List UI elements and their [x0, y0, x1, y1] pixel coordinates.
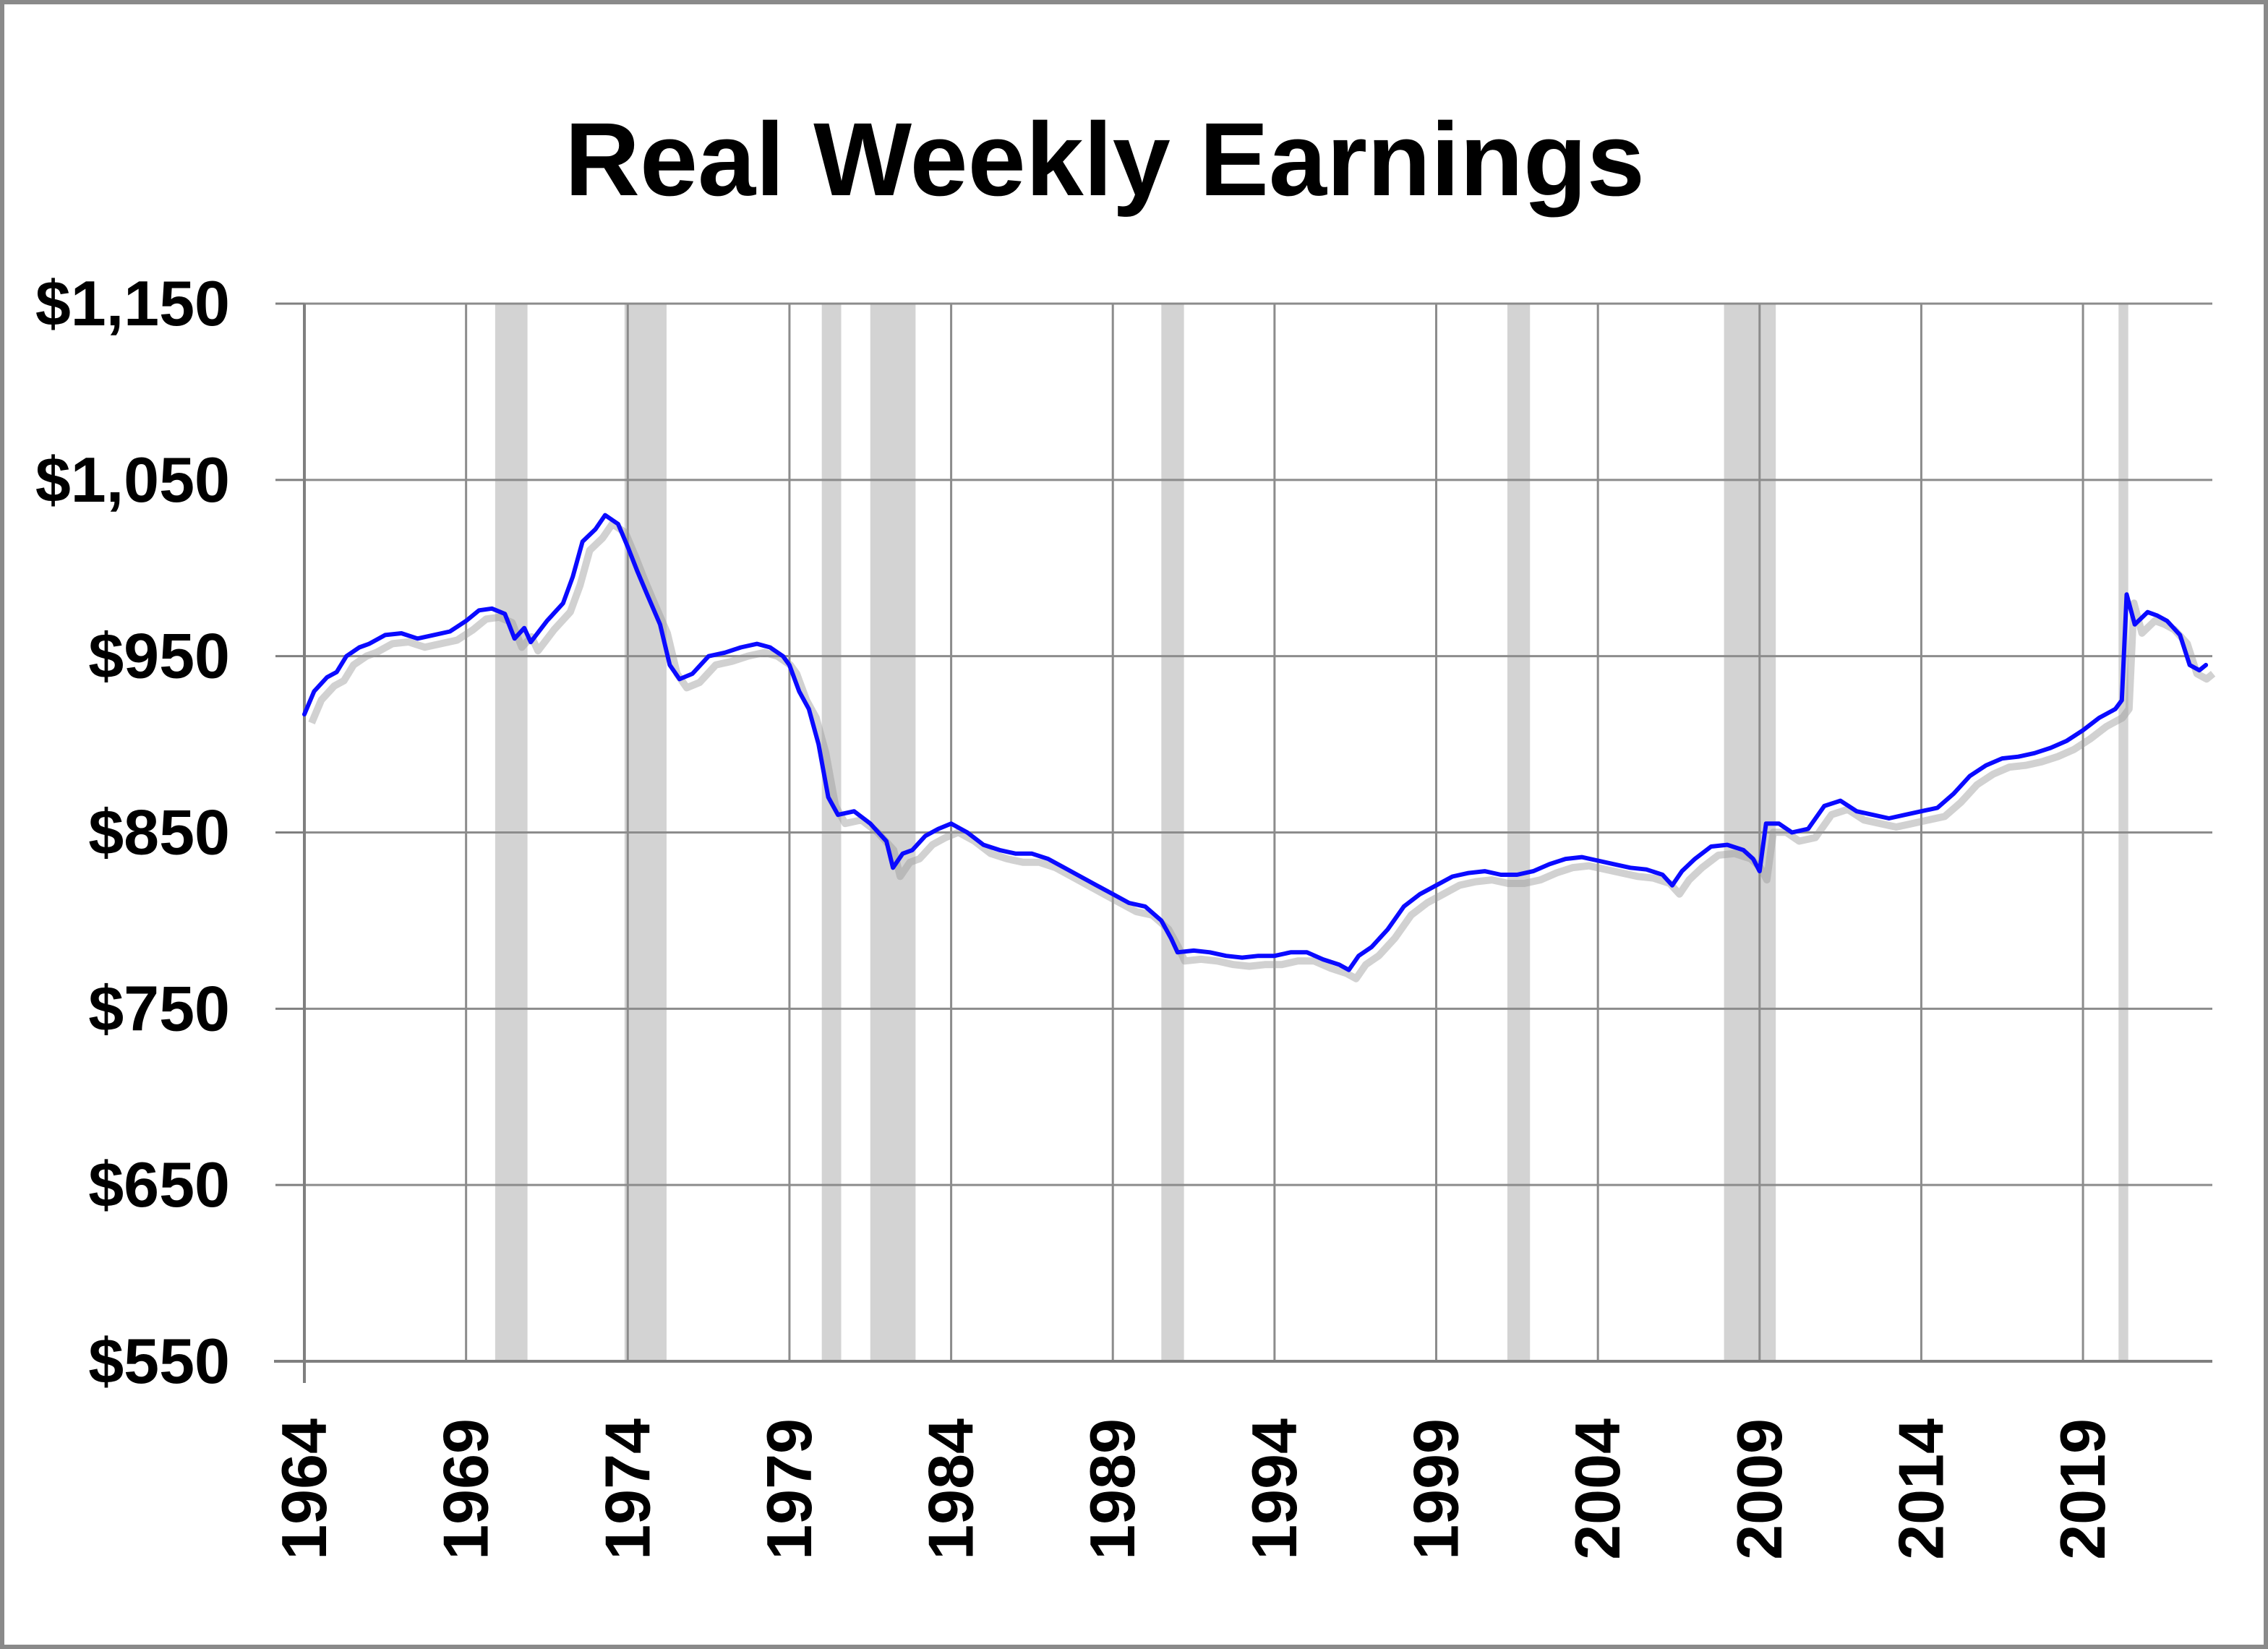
y-tick-label-3: $850: [88, 797, 230, 868]
x-tick-label-11: 2019: [2047, 1418, 2118, 1560]
y-tick-label-5: $1,050: [35, 444, 230, 515]
y-tick-label-1: $650: [88, 1149, 230, 1220]
x-tick-label-10: 2014: [1885, 1418, 1956, 1560]
y-tick-label-6: $1,150: [35, 267, 230, 339]
x-axis-ticks: 1964 1969 1974 1979 1984 1989 1994 1999 2004 2009…: [268, 1418, 2118, 1560]
x-tick-label-0: 1964: [268, 1418, 340, 1560]
axes: [274, 302, 2212, 1383]
y-tick-label-2: $750: [88, 972, 230, 1044]
y-tick-label-4: $950: [88, 620, 230, 692]
x-tick-label-9: 2009: [1724, 1418, 1795, 1560]
x-tick-label-5: 1989: [1077, 1418, 1148, 1560]
x-tick-label-2: 1974: [591, 1418, 663, 1560]
x-tick-label-6: 1994: [1238, 1418, 1310, 1560]
gridlines: [303, 302, 2212, 1361]
x-tick-label-1: 1969: [430, 1418, 502, 1560]
x-tick-label-4: 1984: [915, 1418, 987, 1560]
x-tick-label-3: 1979: [753, 1418, 825, 1560]
x-tick-label-7: 1999: [1400, 1418, 1472, 1560]
series-line-0: [302, 513, 2209, 972]
series-layer: [302, 513, 2216, 982]
y-axis-ticks: $550 $650 $750 $850 $950 $1,050 $1,150: [35, 267, 230, 1397]
series-shadow-0: [308, 520, 2216, 982]
chart-title: Real Weekly Earnings: [565, 101, 1645, 218]
x-tick-label-8: 2004: [1562, 1418, 1633, 1560]
y-tick-label-0: $550: [88, 1325, 230, 1397]
